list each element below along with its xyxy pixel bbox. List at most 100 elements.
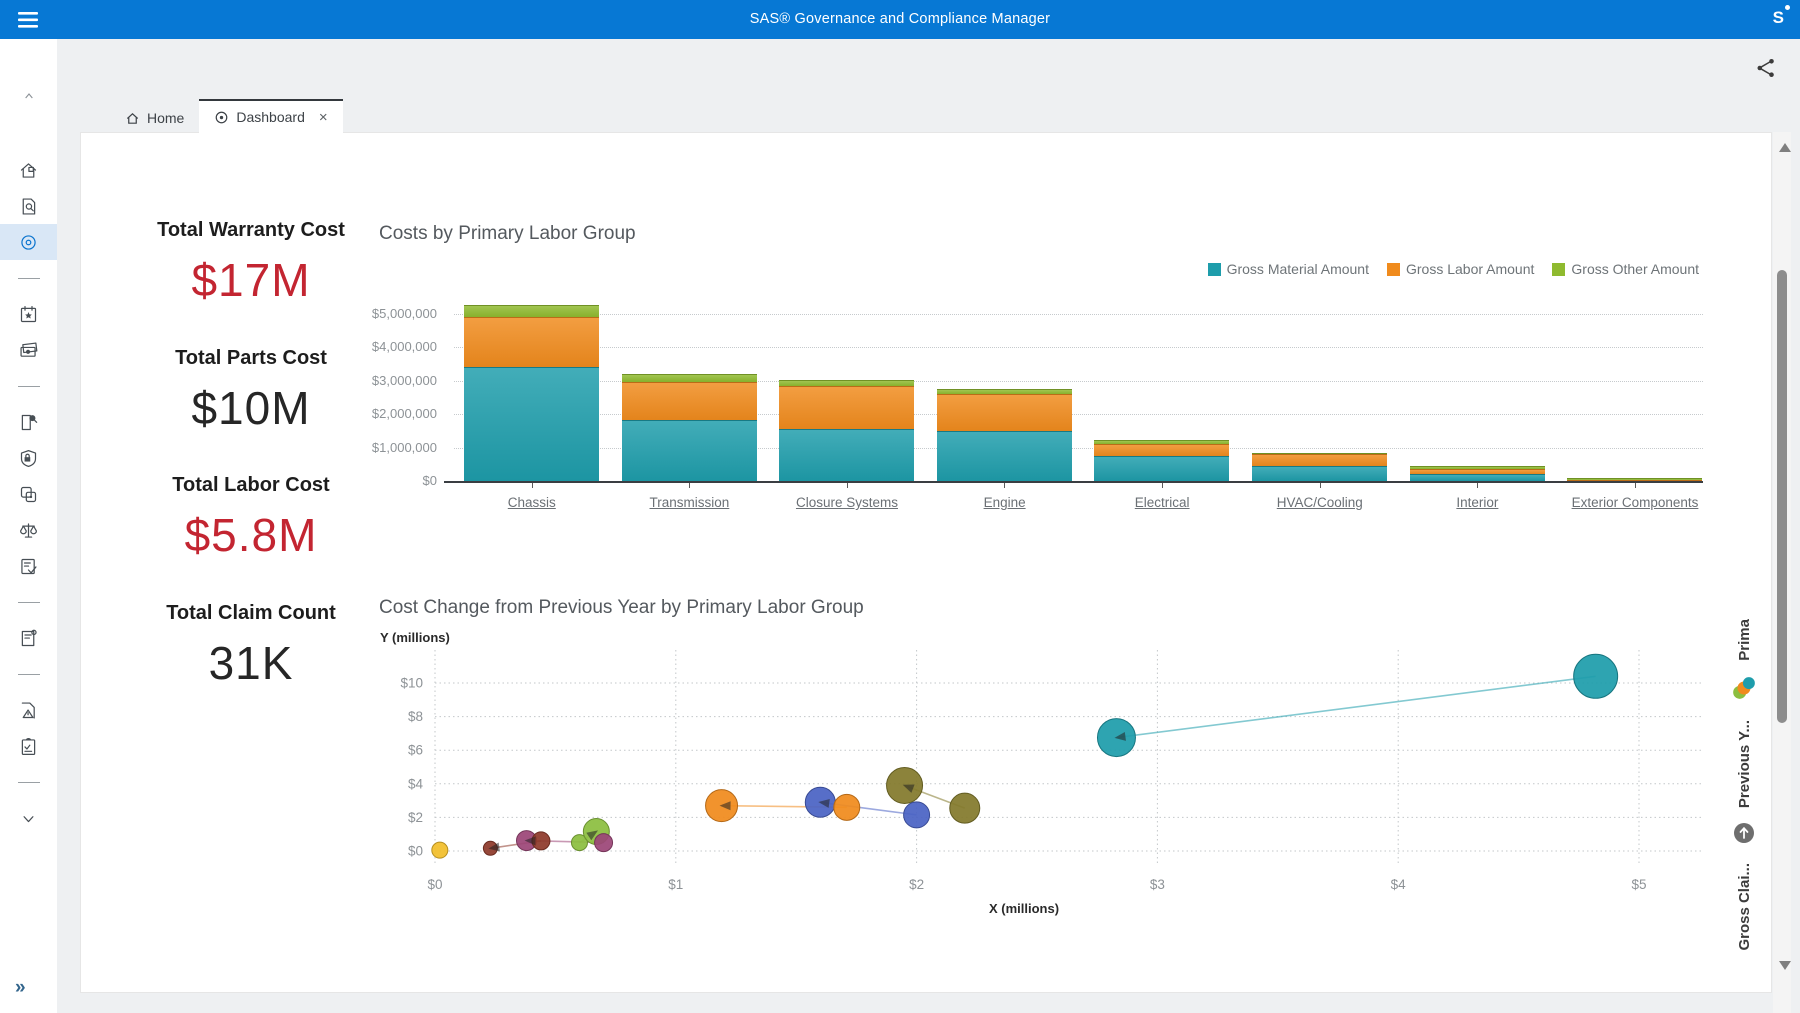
bubble-chart-title: Cost Change from Previous Year by Primar… — [379, 597, 864, 618]
bar-segment[interactable] — [1567, 479, 1703, 481]
kpi-value: $17M — [191, 254, 311, 306]
y-axis-tick-label: $3,000,000 — [371, 372, 437, 388]
legend-item-gross-material-amount[interactable]: Gross Material Amount — [1207, 261, 1369, 277]
sidebar-item-shield-lock[interactable] — [0, 440, 57, 476]
sidebar-item-copies[interactable] — [0, 476, 57, 512]
bar-segment[interactable] — [779, 380, 915, 386]
bar-segment[interactable] — [1094, 443, 1230, 456]
sidebar-item-document-search[interactable] — [0, 188, 57, 224]
home-icon — [126, 112, 139, 124]
bar-segment[interactable] — [1409, 465, 1545, 469]
kpi-label: Total Claim Count — [166, 602, 336, 624]
hamburger-menu-icon[interactable] — [15, 7, 41, 33]
sas-logo[interactable]: S — [1773, 5, 1790, 28]
sidebar-collapse-button[interactable] — [0, 84, 57, 108]
bar-segment[interactable] — [621, 382, 757, 421]
document-pin-icon — [21, 414, 38, 430]
category-link-interior[interactable]: Interior — [1456, 495, 1499, 510]
sidebar-item-home[interactable] — [0, 152, 57, 188]
bar-segment[interactable] — [1094, 455, 1230, 481]
bar-segment[interactable] — [464, 317, 599, 368]
bubble-yellow[interactable] — [431, 841, 449, 859]
bubble-olive[interactable] — [949, 792, 981, 824]
category-link-hvac-cooling[interactable]: HVAC/Cooling — [1276, 495, 1363, 510]
sidebar-item-calendar-star[interactable] — [0, 296, 57, 332]
sidebar-item-document-warning[interactable] — [0, 692, 57, 728]
bubble-blue[interactable] — [903, 801, 931, 829]
change-arrow-icon — [1114, 731, 1126, 741]
dashboard-canvas: Costs by Primary Labor Group Gross Mater… — [80, 132, 1772, 993]
sidebar-nav — [0, 152, 57, 836]
kpi-total-labor-cost: Total Labor Cost $5.8M — [81, 474, 421, 561]
bubble-magenta[interactable] — [594, 833, 614, 853]
bar-segment[interactable] — [936, 389, 1072, 395]
bar-chart-plot: $0 $1,000,000 $2,000,000 $3,000,000 $4,000,0… — [81, 133, 1771, 992]
bubble-orange[interactable] — [833, 793, 861, 821]
sidebar-item-notebook[interactable] — [0, 620, 57, 656]
bar-segment[interactable] — [621, 420, 757, 481]
svg-text:$0: $0 — [408, 844, 423, 859]
category-link-closure-systems[interactable]: Closure Systems — [795, 495, 898, 510]
sidebar-divider — [0, 764, 57, 800]
sidebar-divider — [0, 260, 57, 296]
category-label: Chassis — [453, 495, 611, 510]
dashboard-icon — [21, 234, 36, 250]
sidebar-item-chevron-down[interactable] — [0, 800, 57, 836]
share-button[interactable] — [1748, 50, 1784, 86]
bar-segment[interactable] — [621, 374, 757, 383]
scrollbar-down-arrow-icon[interactable] — [1779, 961, 1791, 970]
category-label: HVAC/Cooling — [1241, 495, 1399, 510]
tab-close-icon[interactable]: × — [318, 108, 328, 126]
svg-text:$2: $2 — [408, 810, 423, 825]
sidebar-expand-button[interactable]: » — [15, 977, 25, 998]
bubble-cluster-icon — [1731, 675, 1757, 706]
bar-segment[interactable] — [1567, 478, 1703, 480]
sidebar-item-scales[interactable] — [0, 512, 57, 548]
x-axis-tick — [1161, 483, 1163, 488]
document-warning-icon — [21, 701, 35, 719]
category-label: Engine — [926, 495, 1084, 510]
tab-dashboard[interactable]: Dashboard × — [199, 99, 343, 133]
bar-segment[interactable] — [1094, 440, 1230, 444]
svg-text:$0: $0 — [427, 877, 442, 892]
sidebar-item-payments[interactable] — [0, 332, 57, 368]
category-link-transmission[interactable]: Transmission — [649, 495, 730, 510]
notebook-icon — [21, 629, 37, 646]
category-label: Interior — [1399, 495, 1557, 510]
chevron-down-icon — [23, 815, 34, 822]
left-sidebar: » — [0, 39, 57, 1013]
category-link-chassis[interactable]: Chassis — [507, 495, 556, 510]
bar-segment[interactable] — [464, 367, 599, 481]
bubble-green[interactable] — [570, 834, 588, 852]
bar-segment[interactable] — [936, 394, 1072, 432]
bubble-teal[interactable] — [1573, 653, 1619, 699]
bar-segment[interactable] — [1252, 452, 1387, 454]
bar-segment[interactable] — [779, 385, 915, 429]
bar-segment[interactable] — [1252, 453, 1387, 466]
category-link-exterior-components[interactable]: Exterior Components — [1571, 495, 1699, 510]
svg-text:$4: $4 — [408, 776, 424, 791]
category-label: Electrical — [1083, 495, 1241, 510]
legend-label: Gross Other Amount — [1571, 261, 1699, 277]
sidebar-item-clipboard-check[interactable] — [0, 728, 57, 764]
scrollbar-up-arrow-icon[interactable] — [1779, 143, 1791, 152]
category-link-engine[interactable]: Engine — [983, 495, 1026, 510]
bar-segment[interactable] — [779, 428, 915, 481]
tab-home[interactable]: Home — [110, 103, 199, 133]
bubble-side-legend: Prima Previous Y... Gross Clai... — [1727, 619, 1761, 950]
category-link-electrical[interactable]: Electrical — [1134, 495, 1190, 510]
bar-segment[interactable] — [1409, 468, 1545, 474]
sidebar-item-dashboard[interactable] — [0, 224, 57, 260]
bar-segment[interactable] — [1409, 473, 1545, 481]
shield-lock-icon — [20, 449, 37, 467]
bar-segment[interactable] — [464, 304, 599, 318]
sidebar-item-document-pin[interactable] — [0, 404, 57, 440]
legend-item-gross-labor-amount[interactable]: Gross Labor Amount — [1386, 261, 1534, 277]
legend-item-gross-other-amount[interactable]: Gross Other Amount — [1552, 261, 1699, 277]
kpi-label: Total Labor Cost — [172, 474, 330, 496]
bubble-y-axis-label: Y (millions) — [380, 630, 450, 645]
bar-segment[interactable] — [936, 431, 1072, 481]
bar-segment[interactable] — [1252, 465, 1387, 481]
scrollbar-thumb[interactable] — [1777, 270, 1787, 723]
sidebar-item-document-check[interactable] — [0, 548, 57, 584]
